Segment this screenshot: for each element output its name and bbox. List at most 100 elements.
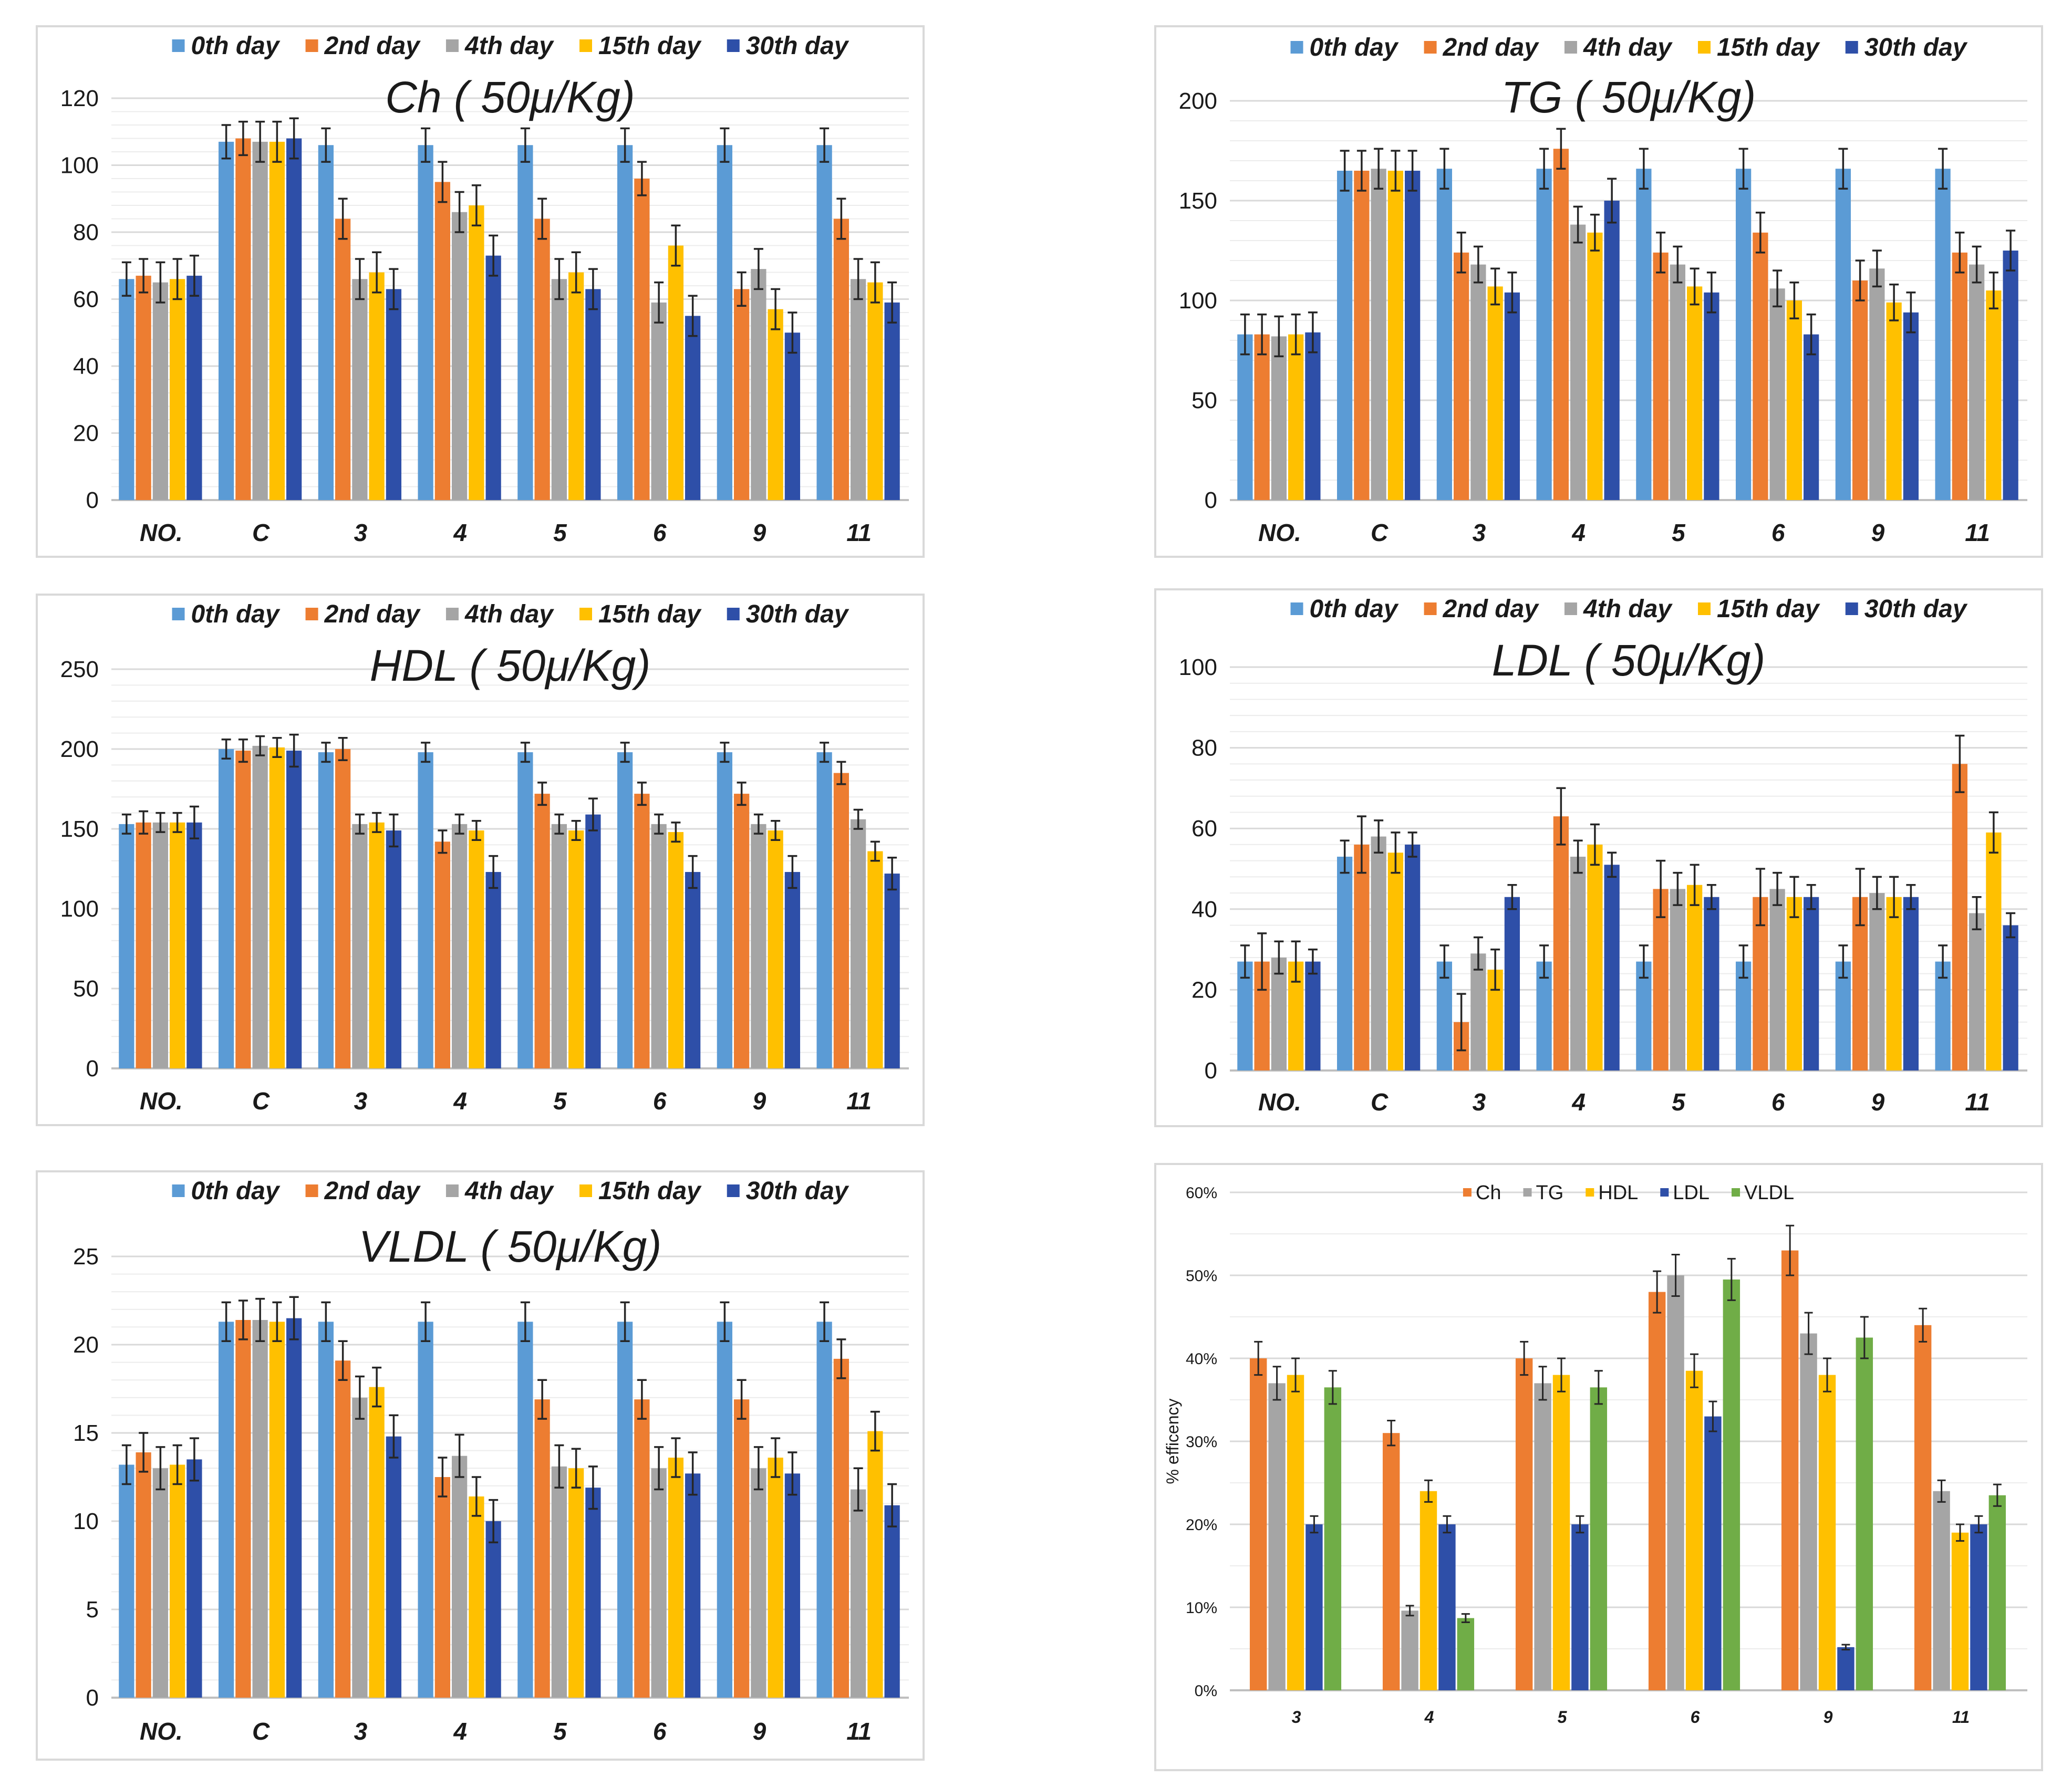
error-bar <box>1889 876 1899 918</box>
error-bar <box>1308 311 1318 354</box>
error-bar <box>1789 876 1799 918</box>
bar-vldl-9 <box>1856 1337 1873 1690</box>
legend: Ch TG HDL LDL VLDL <box>1463 1182 1794 1204</box>
bar-15th-day-5 <box>1687 885 1703 1070</box>
y-tick-label: 0 <box>86 1685 99 1711</box>
error-bar <box>355 1375 365 1420</box>
error-bar <box>1456 993 1466 1052</box>
bar-0th-day-9 <box>717 752 732 1068</box>
bar-2nd-day-3 <box>1453 252 1469 500</box>
legend-label: 15th day <box>598 1177 702 1205</box>
error-bar <box>1310 1515 1319 1534</box>
error-bar <box>338 197 348 240</box>
error-bar <box>1439 148 1449 190</box>
error-bar <box>289 733 299 768</box>
error-bar <box>1855 868 1865 927</box>
error-bar <box>1956 1523 1964 1542</box>
error-bar <box>637 161 647 196</box>
bar-15th-day-5 <box>568 1468 584 1698</box>
chart-svg-tg: 0 50 100 150 200 NO. C 3 4 5 6 9 11 TG ( 50μ/Kg) 0th d… <box>1179 34 2027 546</box>
error-bar <box>221 1301 231 1343</box>
bar-hdl-3 <box>1287 1375 1304 1690</box>
error-bar <box>1507 272 1517 314</box>
error-bar <box>1556 787 1566 846</box>
y-tick-label: 30% <box>1186 1433 1217 1451</box>
bar-30th-day-9 <box>1903 312 1919 500</box>
error-bar <box>836 197 846 240</box>
bar-0th-day-no <box>119 279 134 500</box>
error-bar <box>389 268 399 310</box>
bar-30th-day-11 <box>2003 251 2018 500</box>
bar-ch-3 <box>1249 1358 1267 1690</box>
error-bar <box>1955 734 1965 793</box>
x-tick-label: 11 <box>1965 519 1990 546</box>
error-bar <box>571 1448 581 1489</box>
legend-swatch <box>1290 602 1303 615</box>
bar-4th-day-no <box>1271 957 1287 1070</box>
y-tick-label: 50 <box>1192 388 1217 413</box>
error-bar <box>887 281 897 324</box>
bar-4th-day-3 <box>352 824 368 1068</box>
bar-15th-day-4 <box>1587 844 1603 1070</box>
x-tick-label: 9 <box>1871 1088 1885 1116</box>
error-bar <box>489 234 499 277</box>
error-bar <box>2006 230 2016 272</box>
bar-2nd-day-3 <box>335 749 351 1068</box>
error-bar <box>688 855 698 889</box>
error-bar <box>520 127 530 163</box>
bar-4th-day-5 <box>1670 889 1686 1070</box>
error-bar <box>121 1444 131 1485</box>
bar-30th-day-6 <box>1804 897 1819 1070</box>
error-bar <box>1988 272 1998 309</box>
bar-ldl-3 <box>1306 1524 1323 1690</box>
error-bar <box>189 1437 199 1482</box>
bar-2nd-day-5 <box>534 794 550 1068</box>
bar-2nd-day-c <box>235 1319 251 1698</box>
bar-2nd-day-3 <box>335 219 351 500</box>
bar-4th-day-4 <box>451 1456 468 1698</box>
bar-30th-day-6 <box>685 316 701 500</box>
bar-vldl-3 <box>1324 1387 1342 1690</box>
legend-label: 30th day <box>1864 595 1968 623</box>
error-bar <box>737 1379 747 1420</box>
error-bar <box>737 782 747 806</box>
error-bar <box>255 1297 265 1343</box>
x-tick-label: C <box>252 519 270 546</box>
error-bar <box>1240 944 1250 979</box>
legend-label: 2nd day <box>324 600 421 628</box>
error-bar <box>1387 1420 1396 1447</box>
bar-tg-11 <box>1933 1491 1950 1690</box>
error-bar <box>1838 944 1848 979</box>
legend-swatch <box>1564 41 1577 54</box>
bar-0th-day-6 <box>617 752 633 1068</box>
error-bar <box>1274 940 1284 975</box>
bar-0th-day-4 <box>1536 169 1552 500</box>
error-bar <box>1872 250 1882 288</box>
x-tick-label: 5 <box>553 519 567 546</box>
bar-4th-day-5 <box>1670 264 1686 500</box>
bar-4th-day-11 <box>850 1489 866 1698</box>
bar-15th-day-11 <box>1986 290 2002 500</box>
error-bar <box>1738 944 1748 979</box>
error-bar <box>836 1338 846 1379</box>
legend-swatch <box>1845 41 1858 54</box>
bar-0th-day-no <box>1237 961 1253 1070</box>
error-bar <box>1374 148 1384 190</box>
bar-15th-day-c <box>269 141 285 500</box>
error-bar <box>1407 831 1417 858</box>
error-bar <box>139 810 149 835</box>
bar-4th-day-4 <box>451 824 468 1068</box>
legend-label: 0th day <box>1310 34 1399 61</box>
legend-label: 2nd day <box>1443 34 1540 61</box>
bar-4th-day-4 <box>451 212 468 500</box>
bar-0th-day-9 <box>717 145 732 500</box>
error-bar <box>438 1457 448 1498</box>
error-bar <box>720 1301 730 1343</box>
legend-label: LDL <box>1673 1182 1710 1204</box>
error-bar <box>1594 1370 1603 1405</box>
bar-0th-day-c <box>218 749 234 1068</box>
bar-4th-day-4 <box>1570 856 1586 1070</box>
y-tick-label: 20 <box>73 421 99 446</box>
legend-label: 4th day <box>464 600 554 628</box>
x-tick-label: 4 <box>453 519 467 546</box>
